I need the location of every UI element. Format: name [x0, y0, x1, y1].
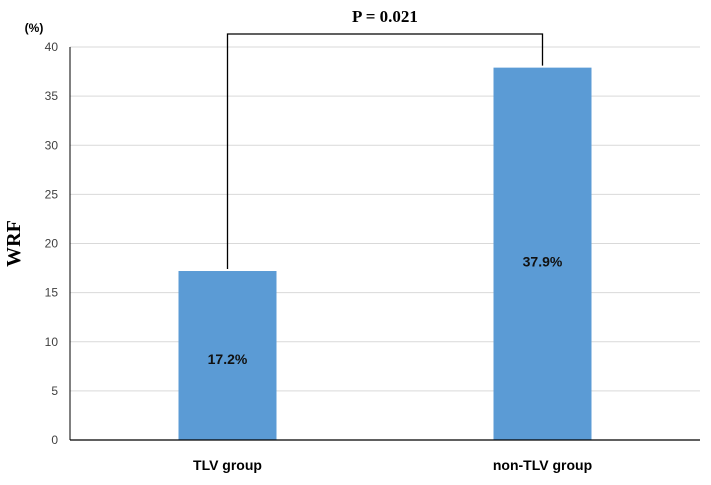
data-label: 37.9%	[523, 253, 563, 269]
y-tick-labels: 0 5 10 15 20 25 30 35 40	[45, 40, 59, 447]
y-tick-label: 0	[51, 433, 58, 447]
gridlines	[70, 46, 700, 392]
category-labels: TLV group non-TLV group	[193, 457, 592, 473]
category-label: TLV group	[193, 457, 262, 473]
y-tick-label: 35	[45, 89, 59, 103]
y-tick-label: 5	[51, 384, 58, 398]
bar	[178, 271, 277, 440]
bar	[493, 67, 592, 440]
significance-bracket	[226, 33, 544, 270]
y-tick-label: 20	[45, 237, 59, 251]
y-tick-label: 30	[45, 138, 59, 152]
y-tick-label: 25	[45, 187, 59, 201]
data-label: 17.2%	[208, 351, 248, 367]
y-tick-label: 40	[45, 40, 59, 54]
y-axis-title: WRF	[3, 220, 25, 267]
y-tick-label: 10	[45, 335, 59, 349]
p-value-annotation: P = 0.021	[352, 7, 418, 26]
bars	[178, 67, 592, 440]
y-axis-unit: (%)	[25, 21, 44, 35]
category-label: non-TLV group	[493, 457, 592, 473]
y-tick-label: 15	[45, 286, 59, 300]
data-labels: 17.2% 37.9%	[208, 253, 563, 367]
